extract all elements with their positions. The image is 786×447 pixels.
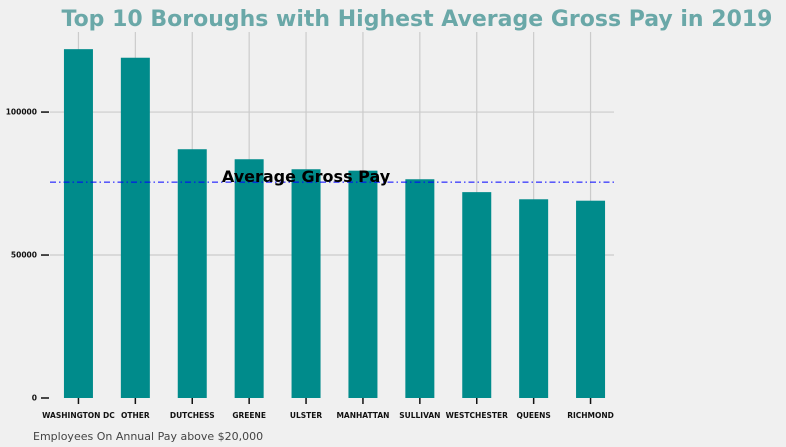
- x-tick-label: RICHMOND: [567, 411, 614, 420]
- bars: [63, 49, 606, 398]
- bar: [63, 49, 93, 398]
- x-tick-label: GREENE: [232, 411, 266, 420]
- tick-labels: 0 50000 100000 WASHINGTON DC OTHER DUTCHESS GR…: [6, 108, 614, 420]
- average-reference-label: Average Gross Pay: [222, 167, 391, 186]
- x-tick-label: WESTCHESTER: [446, 411, 508, 420]
- x-tick-label: DUTCHESS: [170, 411, 215, 420]
- bar: [405, 179, 435, 398]
- x-tick-label: QUEENS: [516, 411, 550, 420]
- bar: [519, 199, 549, 398]
- bar: [234, 159, 264, 398]
- y-tick-label: 0: [32, 394, 37, 403]
- x-tick-label: SULLIVAN: [399, 411, 440, 420]
- bar: [120, 57, 150, 398]
- bar: [348, 170, 378, 398]
- bar: [177, 149, 207, 398]
- y-tick-label: 100000: [6, 108, 37, 117]
- bar: [576, 200, 606, 398]
- footnote: Employees On Annual Pay above $20,000: [33, 430, 264, 443]
- bar: [291, 169, 321, 398]
- y-tick-label: 50000: [11, 251, 37, 260]
- x-tick-label: ULSTER: [290, 411, 323, 420]
- x-tick-label: WASHINGTON DC: [42, 411, 115, 420]
- x-tick-label: OTHER: [121, 411, 150, 420]
- x-tick-label: MANHATTAN: [336, 411, 389, 420]
- axis-ticks: [41, 111, 592, 404]
- reference-line-group: Average Gross Pay: [50, 167, 614, 186]
- chart-title: Top 10 Boroughs with Highest Average Gro…: [61, 7, 772, 32]
- bar: [462, 192, 492, 398]
